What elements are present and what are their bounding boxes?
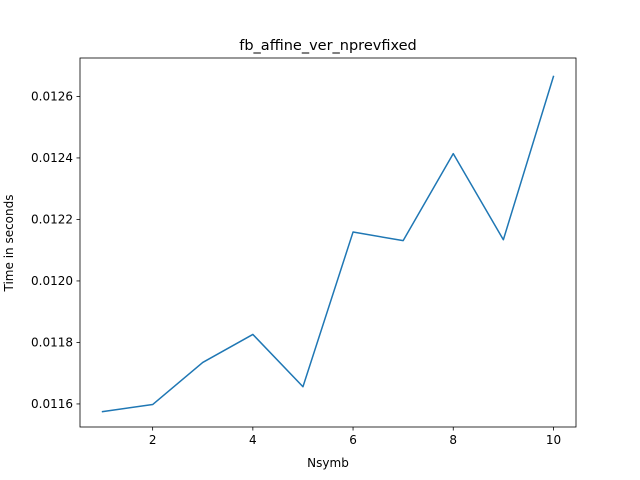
y-tick-label: 0.0120 [31, 274, 73, 288]
plot-area: 2 4 6 8 10 0.0116 0.0118 0.0120 0.0122 0.0124 0.01… [31, 57, 577, 447]
axes-frame [79, 57, 577, 428]
y-tick-label: 0.0122 [31, 213, 73, 227]
x-tick-label: 2 [149, 433, 157, 447]
x-tick-label: 4 [249, 433, 257, 447]
y-tick-label: 0.0116 [31, 397, 73, 411]
x-tick-label: 10 [546, 433, 561, 447]
x-tick-label: 8 [449, 433, 457, 447]
x-tick-label: 6 [349, 433, 357, 447]
y-tick-label: 0.0124 [31, 151, 73, 165]
x-axis-label: Nsymb [307, 456, 349, 470]
chart-title: fb_affine_ver_nprevfixed [239, 38, 416, 54]
y-axis-label: Time in seconds [2, 195, 16, 293]
series-line-0 [101, 75, 555, 413]
y-tick-label: 0.0118 [31, 336, 73, 350]
y-tick-label: 0.0126 [31, 90, 73, 104]
